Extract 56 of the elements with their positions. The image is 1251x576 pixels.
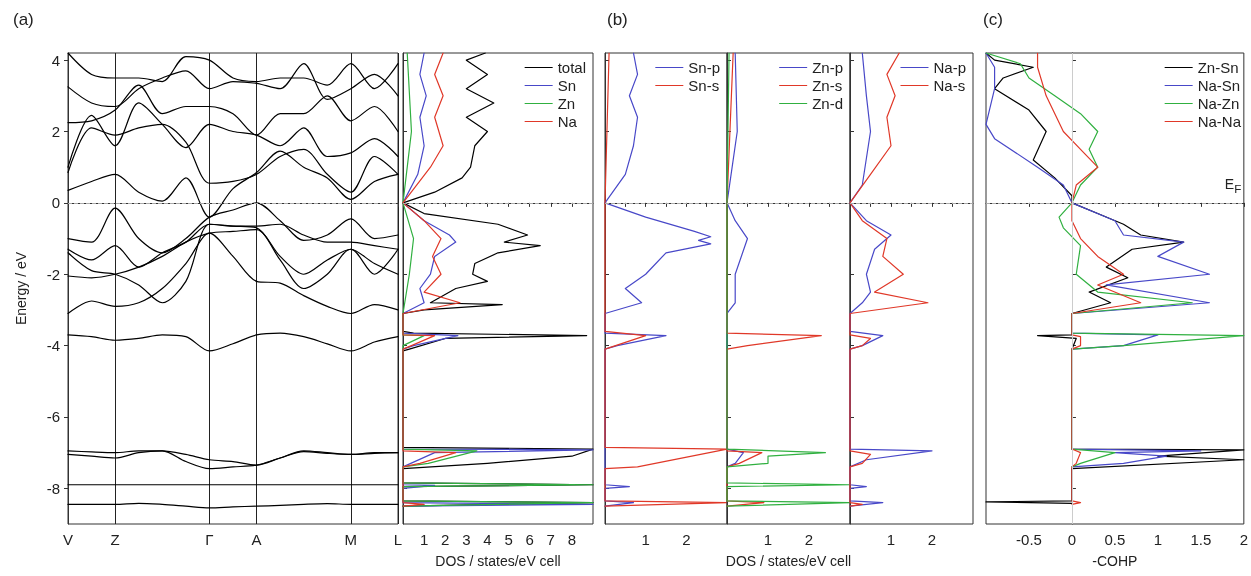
- x-axis-title: DOS / states/eV cell: [435, 553, 561, 569]
- y-tick-label: -6: [46, 408, 60, 426]
- chart-title: (b): [607, 10, 628, 29]
- y-tick-label: -8: [46, 479, 60, 497]
- x-axis-title: DOS / states/eV cell: [725, 553, 852, 569]
- y-tick-label: -4: [46, 337, 60, 355]
- legend-label: Na-Na: [1197, 113, 1242, 130]
- y-tick-label: 4: [51, 51, 60, 69]
- x-tick-label: 6: [525, 531, 534, 548]
- x-axis-title: -COHP: [1092, 553, 1138, 569]
- x-tick-label: 2: [804, 531, 814, 548]
- x-tick-label: 4: [483, 531, 492, 548]
- legend-label: total: [557, 59, 587, 76]
- legend-label: Sn-s: [688, 77, 720, 94]
- x-tick-label: A: [251, 531, 262, 548]
- x-tick-label: 3: [462, 531, 471, 548]
- x-tick-label: 0.5: [1104, 531, 1126, 548]
- x-tick-label: 1: [1153, 531, 1163, 548]
- x-tick-label: 2: [441, 531, 450, 548]
- x-tick-label: Γ: [205, 531, 214, 548]
- x-tick-label: M: [344, 531, 358, 548]
- legend-label: Na-Zn: [1197, 95, 1240, 112]
- x-tick-label: -0.5: [1016, 531, 1042, 548]
- y-tick-label: 0: [51, 194, 60, 212]
- legend-label: Sn-p: [688, 59, 720, 76]
- x-tick-label: 2: [682, 531, 691, 548]
- x-tick-label: 2: [927, 531, 937, 548]
- legend-label: Zn-Sn: [1197, 59, 1239, 76]
- ref-line-label: E$_{F}$: [1224, 175, 1242, 197]
- legend-label: Na-p: [933, 59, 966, 76]
- x-tick-label: 1: [763, 531, 773, 548]
- y-tick-label: 2: [51, 123, 60, 140]
- x-tick-label: 7: [546, 531, 555, 548]
- legend-label: Na-Sn: [1197, 77, 1241, 94]
- x-tick-label: 1: [641, 531, 650, 548]
- x-tick-label: 1: [886, 531, 896, 548]
- chart-title: (a): [13, 10, 34, 29]
- legend-label: Na-s: [933, 77, 966, 94]
- legend-label: Zn-s: [812, 77, 843, 94]
- x-tick-label: 2: [1239, 531, 1248, 548]
- legend-label: Na: [557, 113, 578, 130]
- y-axis-title: Energy / eV: [13, 251, 29, 326]
- legend-label: Sn: [557, 77, 577, 94]
- legend-label: Zn-d: [812, 95, 843, 112]
- legend-label: Zn-p: [812, 59, 843, 76]
- x-tick-label: 1: [419, 531, 429, 548]
- y-tick-label: -2: [46, 265, 60, 283]
- x-tick-label: L: [393, 531, 403, 548]
- x-tick-label: Z: [110, 531, 120, 548]
- x-tick-label: 0: [1067, 531, 1077, 548]
- x-tick-label: 1.5: [1190, 531, 1212, 548]
- x-tick-label: 5: [504, 531, 513, 548]
- legend-label: Zn: [557, 95, 576, 112]
- chart-title: (c): [983, 10, 1003, 29]
- x-tick-label: 8: [567, 531, 577, 548]
- x-tick-label: V: [62, 531, 74, 548]
